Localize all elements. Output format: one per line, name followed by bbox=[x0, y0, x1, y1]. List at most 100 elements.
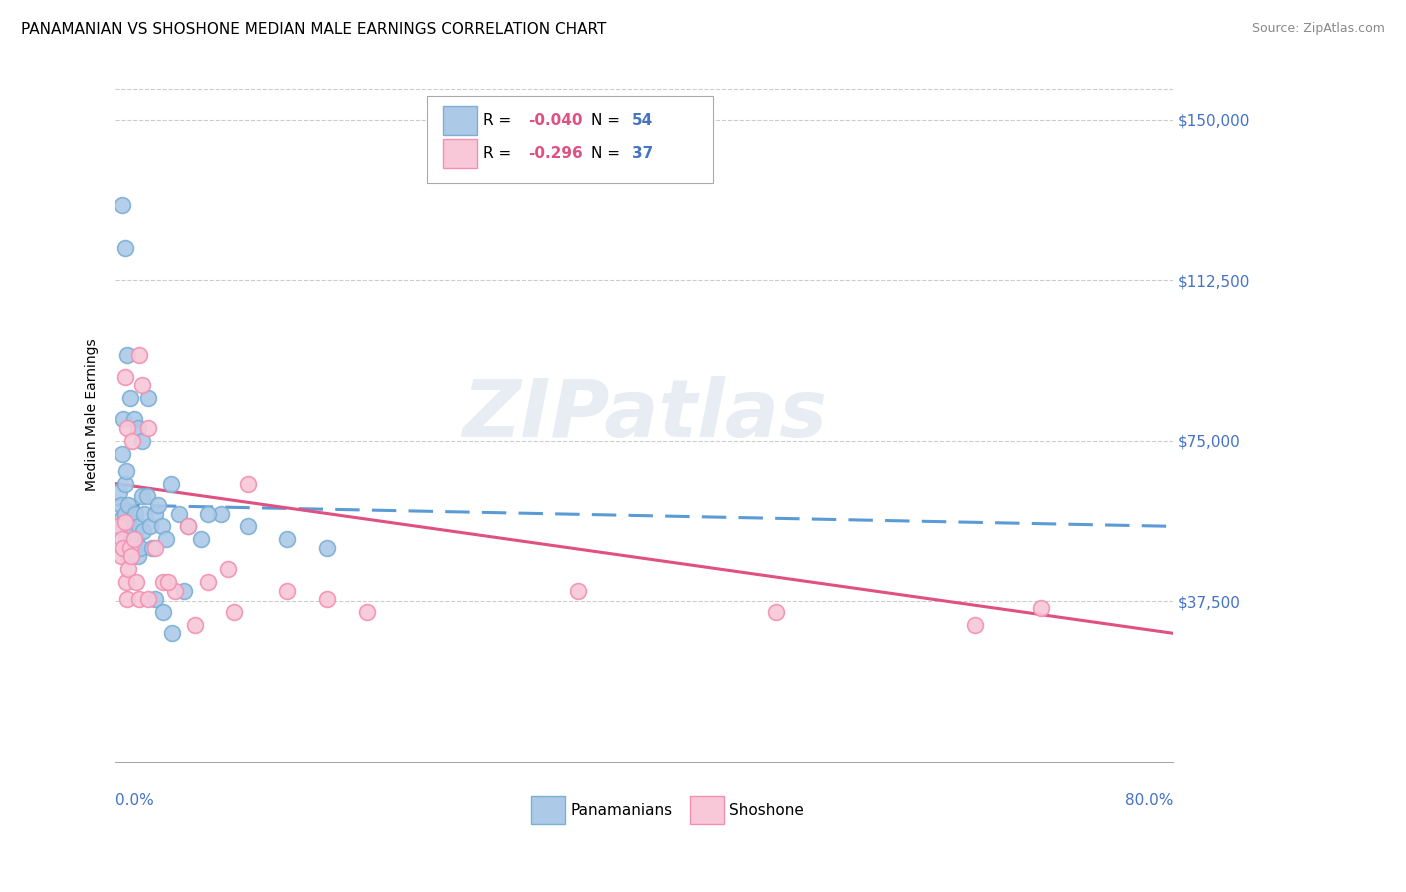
Point bbox=[150, 519, 173, 533]
Text: R =: R = bbox=[484, 113, 516, 128]
Text: Source: ZipAtlas.com: Source: ZipAtlas.com bbox=[1251, 22, 1385, 36]
Point bbox=[128, 348, 150, 362]
Point bbox=[110, 498, 132, 512]
Point bbox=[115, 532, 138, 546]
Point bbox=[120, 549, 142, 564]
Point bbox=[124, 507, 146, 521]
Point bbox=[131, 434, 153, 448]
Point bbox=[190, 532, 212, 546]
Point bbox=[236, 519, 259, 533]
Point bbox=[112, 519, 135, 533]
Point bbox=[125, 532, 148, 546]
Point bbox=[197, 507, 219, 521]
Point bbox=[765, 605, 787, 619]
Point bbox=[121, 524, 143, 538]
Text: 37: 37 bbox=[631, 146, 652, 161]
Point bbox=[117, 549, 139, 564]
Point bbox=[963, 617, 986, 632]
Point bbox=[111, 510, 134, 524]
Point bbox=[114, 515, 136, 529]
Point bbox=[146, 498, 169, 512]
Point bbox=[114, 476, 136, 491]
FancyBboxPatch shape bbox=[427, 96, 713, 183]
Point bbox=[152, 605, 174, 619]
Point bbox=[122, 541, 145, 555]
Point bbox=[115, 348, 138, 362]
Point bbox=[122, 412, 145, 426]
FancyBboxPatch shape bbox=[690, 797, 724, 824]
Point bbox=[125, 574, 148, 589]
Point bbox=[160, 626, 183, 640]
Point bbox=[167, 507, 190, 521]
Text: -0.296: -0.296 bbox=[527, 146, 582, 161]
Point bbox=[138, 519, 160, 533]
Point bbox=[129, 541, 152, 555]
Point bbox=[108, 485, 131, 500]
Point bbox=[1029, 600, 1052, 615]
Point bbox=[118, 541, 141, 555]
Text: 0.0%: 0.0% bbox=[115, 793, 155, 808]
Point bbox=[131, 378, 153, 392]
Point bbox=[115, 592, 138, 607]
Text: -0.040: -0.040 bbox=[527, 113, 582, 128]
Point bbox=[112, 541, 135, 555]
Point bbox=[143, 541, 166, 555]
FancyBboxPatch shape bbox=[531, 797, 565, 824]
Point bbox=[155, 532, 177, 546]
Point bbox=[111, 532, 134, 546]
Point bbox=[112, 412, 135, 426]
Point bbox=[117, 562, 139, 576]
Point bbox=[276, 583, 298, 598]
Point bbox=[114, 507, 136, 521]
Point bbox=[110, 549, 132, 564]
FancyBboxPatch shape bbox=[443, 139, 477, 169]
Point bbox=[177, 519, 200, 533]
Point bbox=[127, 421, 149, 435]
Point bbox=[183, 617, 205, 632]
Point bbox=[115, 421, 138, 435]
Point bbox=[114, 241, 136, 255]
Point bbox=[141, 541, 163, 555]
Point bbox=[136, 421, 159, 435]
Text: ZIPatlas: ZIPatlas bbox=[461, 376, 827, 454]
Point bbox=[118, 391, 141, 405]
Text: 54: 54 bbox=[631, 113, 652, 128]
Point bbox=[315, 592, 337, 607]
Point bbox=[128, 519, 150, 533]
FancyBboxPatch shape bbox=[443, 106, 477, 135]
Point bbox=[127, 549, 149, 564]
Point bbox=[108, 519, 131, 533]
Point bbox=[315, 541, 337, 555]
Point bbox=[128, 592, 150, 607]
Point bbox=[115, 574, 138, 589]
Point bbox=[567, 583, 589, 598]
Point bbox=[122, 532, 145, 546]
Point bbox=[111, 447, 134, 461]
Point bbox=[121, 434, 143, 448]
Point bbox=[120, 532, 142, 546]
Point bbox=[136, 592, 159, 607]
Point bbox=[136, 489, 159, 503]
Point bbox=[209, 507, 232, 521]
Point bbox=[115, 464, 138, 478]
Point bbox=[117, 498, 139, 512]
Point bbox=[136, 391, 159, 405]
Point bbox=[177, 519, 200, 533]
Point bbox=[143, 592, 166, 607]
Text: PANAMANIAN VS SHOSHONE MEDIAN MALE EARNINGS CORRELATION CHART: PANAMANIAN VS SHOSHONE MEDIAN MALE EARNI… bbox=[21, 22, 606, 37]
Point bbox=[132, 524, 155, 538]
Point bbox=[118, 515, 141, 529]
Point bbox=[197, 574, 219, 589]
Point bbox=[173, 583, 195, 598]
Point bbox=[276, 532, 298, 546]
Text: 80.0%: 80.0% bbox=[1125, 793, 1173, 808]
Point bbox=[152, 574, 174, 589]
Point bbox=[115, 519, 138, 533]
Point bbox=[159, 476, 181, 491]
Text: N =: N = bbox=[592, 113, 626, 128]
Text: R =: R = bbox=[484, 146, 516, 161]
Point bbox=[114, 369, 136, 384]
Text: Shoshone: Shoshone bbox=[728, 803, 804, 818]
Point bbox=[224, 605, 246, 619]
Point bbox=[356, 605, 378, 619]
